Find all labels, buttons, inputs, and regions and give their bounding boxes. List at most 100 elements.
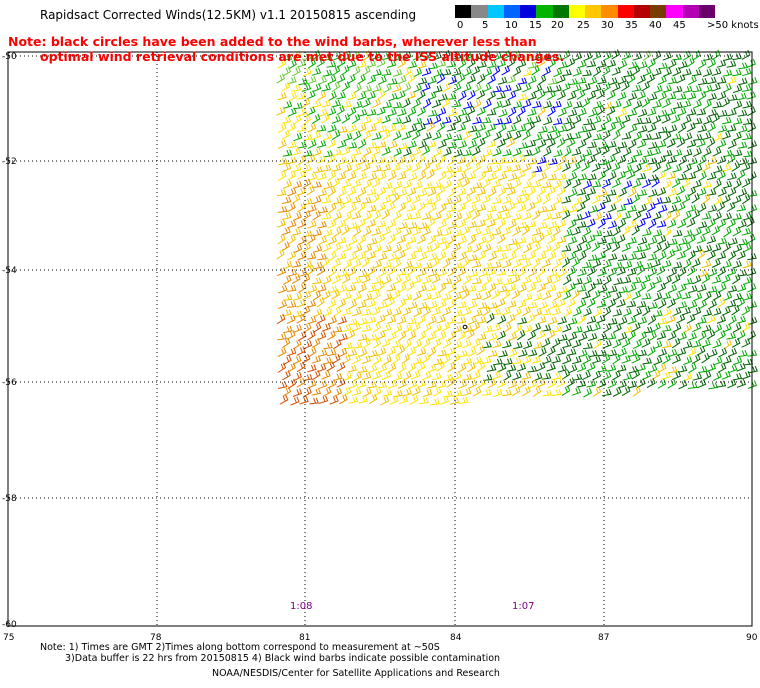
wind-barb [592, 147, 602, 157]
wind-barb [697, 58, 707, 70]
wind-barb [707, 156, 718, 165]
wind-barb [371, 193, 380, 204]
wind-barb [606, 105, 616, 116]
wind-barb [537, 74, 547, 86]
wind-barb [593, 212, 603, 222]
wind-barb [621, 51, 632, 60]
wind-barb [366, 91, 376, 100]
wind-barb [297, 124, 307, 133]
wind-barb [327, 91, 337, 102]
wind-barb [447, 108, 458, 117]
wind-barb [537, 316, 547, 325]
wind-barb [641, 164, 652, 172]
wind-barb [727, 139, 737, 149]
wind-barb [553, 149, 563, 158]
wind-barb [406, 280, 415, 292]
wind-barb [607, 203, 617, 213]
wind-barb [512, 357, 522, 365]
wind-barb [446, 316, 457, 325]
wind-barb [342, 211, 353, 222]
wind-barb [363, 293, 373, 302]
wind-barb [471, 146, 481, 156]
wind-barb [386, 155, 396, 164]
wind-barb [502, 196, 512, 205]
wind-barb [391, 340, 402, 348]
wind-barb [697, 366, 708, 373]
wind-barb [683, 148, 693, 158]
wind-barb [393, 390, 403, 398]
wind-barb [402, 51, 412, 61]
wind-barb [537, 172, 548, 182]
wind-barb [387, 171, 397, 181]
wind-barb [532, 195, 542, 205]
wind-barb [601, 353, 611, 365]
wind-barb [437, 299, 447, 309]
wind-barb [581, 210, 591, 220]
wind-barb [692, 179, 702, 189]
wind-barb [347, 142, 358, 149]
wind-barb [692, 133, 703, 141]
wind-barb [282, 275, 292, 286]
wind-barb [537, 105, 546, 117]
wind-barb [292, 114, 302, 126]
wind-barb [701, 226, 711, 236]
wind-barb [403, 260, 413, 270]
wind-barb [748, 365, 758, 374]
wind-barb [631, 322, 641, 332]
wind-barb [432, 114, 442, 125]
wind-barb [556, 74, 566, 84]
wind-barb [622, 307, 632, 317]
wind-barb [708, 348, 718, 358]
wind-barb [492, 85, 503, 93]
wind-barb [482, 341, 492, 349]
wind-barb [636, 300, 647, 308]
wind-barb [487, 90, 496, 101]
wind-barb [371, 306, 381, 316]
wind-barb [306, 252, 317, 260]
wind-barb [412, 83, 422, 93]
wind-barb [362, 387, 372, 398]
wind-barb [316, 124, 327, 132]
wind-barb [541, 372, 552, 380]
wind-barb [342, 372, 353, 381]
wind-barb [561, 196, 572, 204]
wind-barb [331, 115, 342, 124]
wind-barb [502, 389, 512, 397]
wind-barb [543, 228, 553, 238]
wind-barb [648, 301, 658, 310]
wind-barb [728, 364, 738, 374]
wind-barb [583, 324, 593, 334]
wind-barb [742, 292, 753, 301]
wind-barb [741, 227, 752, 236]
wind-barb [517, 189, 528, 197]
wind-barb [726, 201, 736, 212]
wind-barb [718, 347, 728, 358]
wind-barb [441, 241, 450, 252]
wind-barb [716, 251, 727, 260]
wind-barb [422, 337, 431, 349]
wind-barb [372, 116, 383, 125]
wind-barb [717, 218, 727, 229]
wind-barb [527, 365, 538, 373]
wind-barb [531, 146, 541, 156]
wind-barb [491, 323, 502, 332]
wind-barb [722, 53, 733, 61]
wind-barb [412, 162, 421, 173]
wind-barb [632, 210, 642, 221]
wind-barb [606, 90, 616, 100]
wind-barb [382, 292, 393, 302]
wind-barb [681, 307, 691, 316]
wind-barb [511, 164, 522, 172]
wind-barb [502, 165, 513, 173]
wind-barb [578, 349, 588, 358]
wind-barb [512, 307, 522, 318]
wind-barb [591, 355, 602, 364]
wind-barb [612, 291, 622, 302]
wind-barb [471, 370, 481, 380]
wind-barb [687, 186, 697, 197]
wind-barb [563, 229, 573, 238]
colorbar-segment [585, 5, 602, 18]
wind-barb [447, 76, 458, 85]
wind-barb [723, 292, 733, 302]
wind-barb [702, 181, 712, 189]
